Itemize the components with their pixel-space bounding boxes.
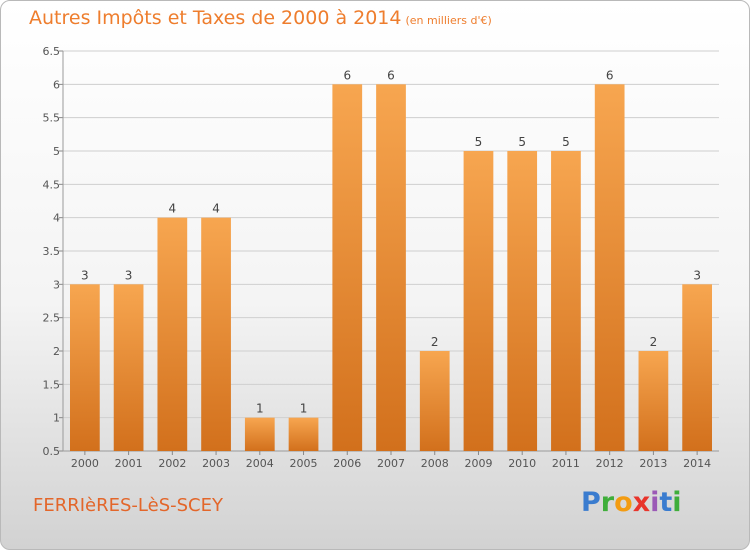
y-tick-label: 3.5	[43, 245, 61, 258]
bar	[332, 84, 363, 451]
value-label: 5	[518, 135, 526, 149]
x-tick-label: 2013	[639, 457, 667, 470]
proxiti-logo[interactable]: Proxiti	[581, 487, 682, 518]
value-label: 3	[693, 268, 701, 282]
chart-subtitle: (en milliers d'€)	[405, 14, 492, 27]
bar	[201, 217, 231, 451]
x-tick-label: 2002	[158, 457, 186, 470]
value-label: 3	[125, 268, 133, 282]
value-label: 6	[387, 68, 395, 82]
bar	[113, 284, 144, 451]
y-tick-label: 3	[53, 278, 60, 291]
y-tick-label: 6	[53, 78, 60, 91]
y-tick-label: 0.5	[43, 445, 61, 458]
value-label: 2	[431, 335, 439, 349]
value-label: 1	[300, 402, 308, 416]
bar	[244, 417, 275, 451]
value-label: 5	[475, 135, 483, 149]
value-label: 1	[256, 402, 264, 416]
logo-letter: i	[650, 487, 660, 518]
y-tick-label: 4	[53, 212, 60, 225]
y-tick-label: 1.5	[43, 378, 61, 391]
bar	[638, 351, 669, 451]
x-tick-label: 2009	[464, 457, 492, 470]
x-tick-labels: 2000 2001 2002 2003 2004 2005 2006 2007 2008 2009…	[71, 457, 711, 470]
chart-title: Autres Impôts et Taxes de 2000 à 2014 (en…	[29, 7, 492, 29]
x-tick-label: 2014	[683, 457, 711, 470]
x-tick-label: 2004	[246, 457, 274, 470]
value-label: 6	[343, 68, 351, 82]
bars	[69, 84, 713, 451]
value-label: 3	[81, 268, 89, 282]
bar	[288, 417, 319, 451]
bar	[682, 284, 713, 451]
value-label: 6	[606, 68, 614, 82]
y-tick-labels: 0.5 1 1.5 2 2.5 3 3.5 4 4.5 5 5.5 6 6.5	[43, 45, 61, 458]
value-labels: 3 3 4 4 1 1 6 6 2 5 5 5 6 2 3	[81, 68, 701, 415]
x-tick-label: 2005	[290, 457, 318, 470]
y-tick-label: 4.5	[43, 178, 61, 191]
y-tick-label: 1	[53, 412, 60, 425]
logo-letter: P	[581, 487, 601, 518]
y-tick-label: 2	[53, 345, 60, 358]
bar	[419, 351, 450, 451]
commune-name: FERRIèRES-LèS-SCEY	[33, 495, 223, 516]
logo-letter: o	[614, 487, 633, 518]
value-label: 4	[212, 202, 220, 216]
y-tick-label: 6.5	[43, 45, 61, 58]
x-tick-label: 2001	[115, 457, 143, 470]
x-tick-label: 2006	[333, 457, 361, 470]
bar	[551, 151, 581, 451]
y-tick-label: 5	[53, 145, 60, 158]
y-tick-label: 2.5	[43, 312, 61, 325]
value-label: 2	[650, 335, 658, 349]
x-tick-label: 2007	[377, 457, 405, 470]
value-label: 4	[169, 202, 177, 216]
chart-title-text: Autres Impôts et Taxes de 2000 à 2014	[29, 7, 402, 29]
x-tick-label: 2000	[71, 457, 99, 470]
logo-letter: x	[632, 487, 651, 518]
bar	[157, 217, 188, 451]
bar	[507, 151, 538, 451]
logo-letter: r	[600, 487, 615, 518]
x-tick-label: 2003	[202, 457, 230, 470]
y-tick-label: 5.5	[43, 112, 61, 125]
x-tick-label: 2008	[421, 457, 449, 470]
x-tick-label: 2010	[508, 457, 536, 470]
bar	[376, 84, 406, 451]
bar	[69, 284, 100, 451]
bar	[463, 151, 494, 451]
value-label: 5	[562, 135, 570, 149]
logo-letter: i	[672, 487, 682, 518]
logo-letter: t	[659, 487, 673, 518]
x-tick-label: 2011	[552, 457, 580, 470]
bar	[594, 84, 625, 451]
x-tick-label: 2012	[596, 457, 624, 470]
